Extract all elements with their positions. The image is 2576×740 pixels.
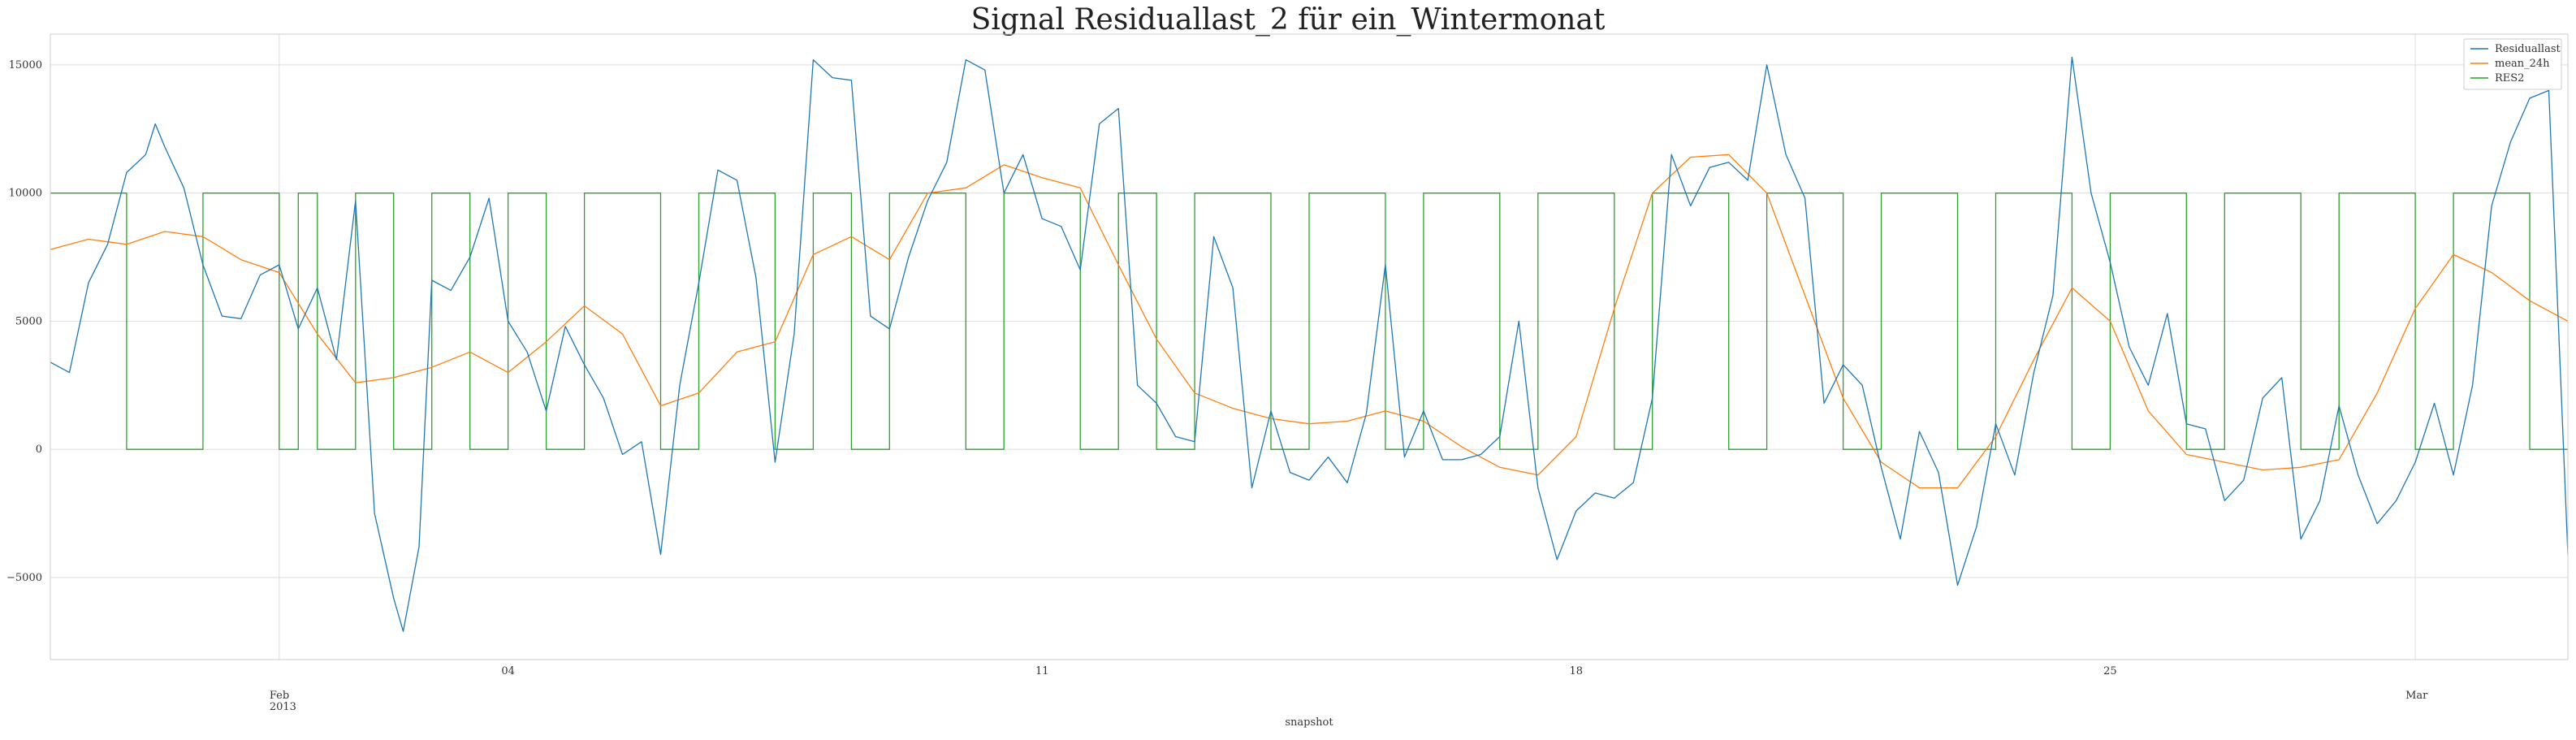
y-tick-label: 0	[36, 444, 42, 456]
x-tick-label: 18	[1570, 665, 1584, 677]
x-axis-label: snapshot	[1285, 716, 1333, 729]
legend-label: RES2	[2495, 72, 2524, 84]
series-layer	[50, 56, 2569, 632]
x-tick-label: Mar	[2405, 690, 2428, 702]
x-tick-label: Feb	[270, 690, 289, 702]
legend-label: mean_24h	[2495, 58, 2550, 70]
legend: Residuallast mean_24h RES2	[2463, 38, 2562, 90]
y-tick-label: 5000	[15, 315, 42, 327]
series-line-res2	[50, 193, 2568, 450]
x-tick-sublabel: 2013	[270, 701, 296, 713]
legend-box	[2463, 38, 2562, 90]
x-tick-label: 11	[1035, 665, 1049, 677]
x-tick-label: 25	[2103, 665, 2117, 677]
legend-label: Residuallast	[2495, 43, 2561, 55]
x-tick-label: 04	[501, 665, 515, 677]
chart-title: Signal Residuallast_2 für ein_Wintermona…	[971, 3, 1606, 37]
y-ticks: −5000 0 5000 10000 15000	[6, 59, 42, 584]
y-tick-label: 15000	[9, 59, 42, 71]
y-tick-label: −5000	[6, 572, 42, 584]
series-line-residuallast	[50, 56, 2569, 632]
plot-frame	[50, 33, 2569, 660]
y-tick-label: 10000	[9, 188, 42, 200]
series-line-mean_24h	[50, 154, 2569, 489]
